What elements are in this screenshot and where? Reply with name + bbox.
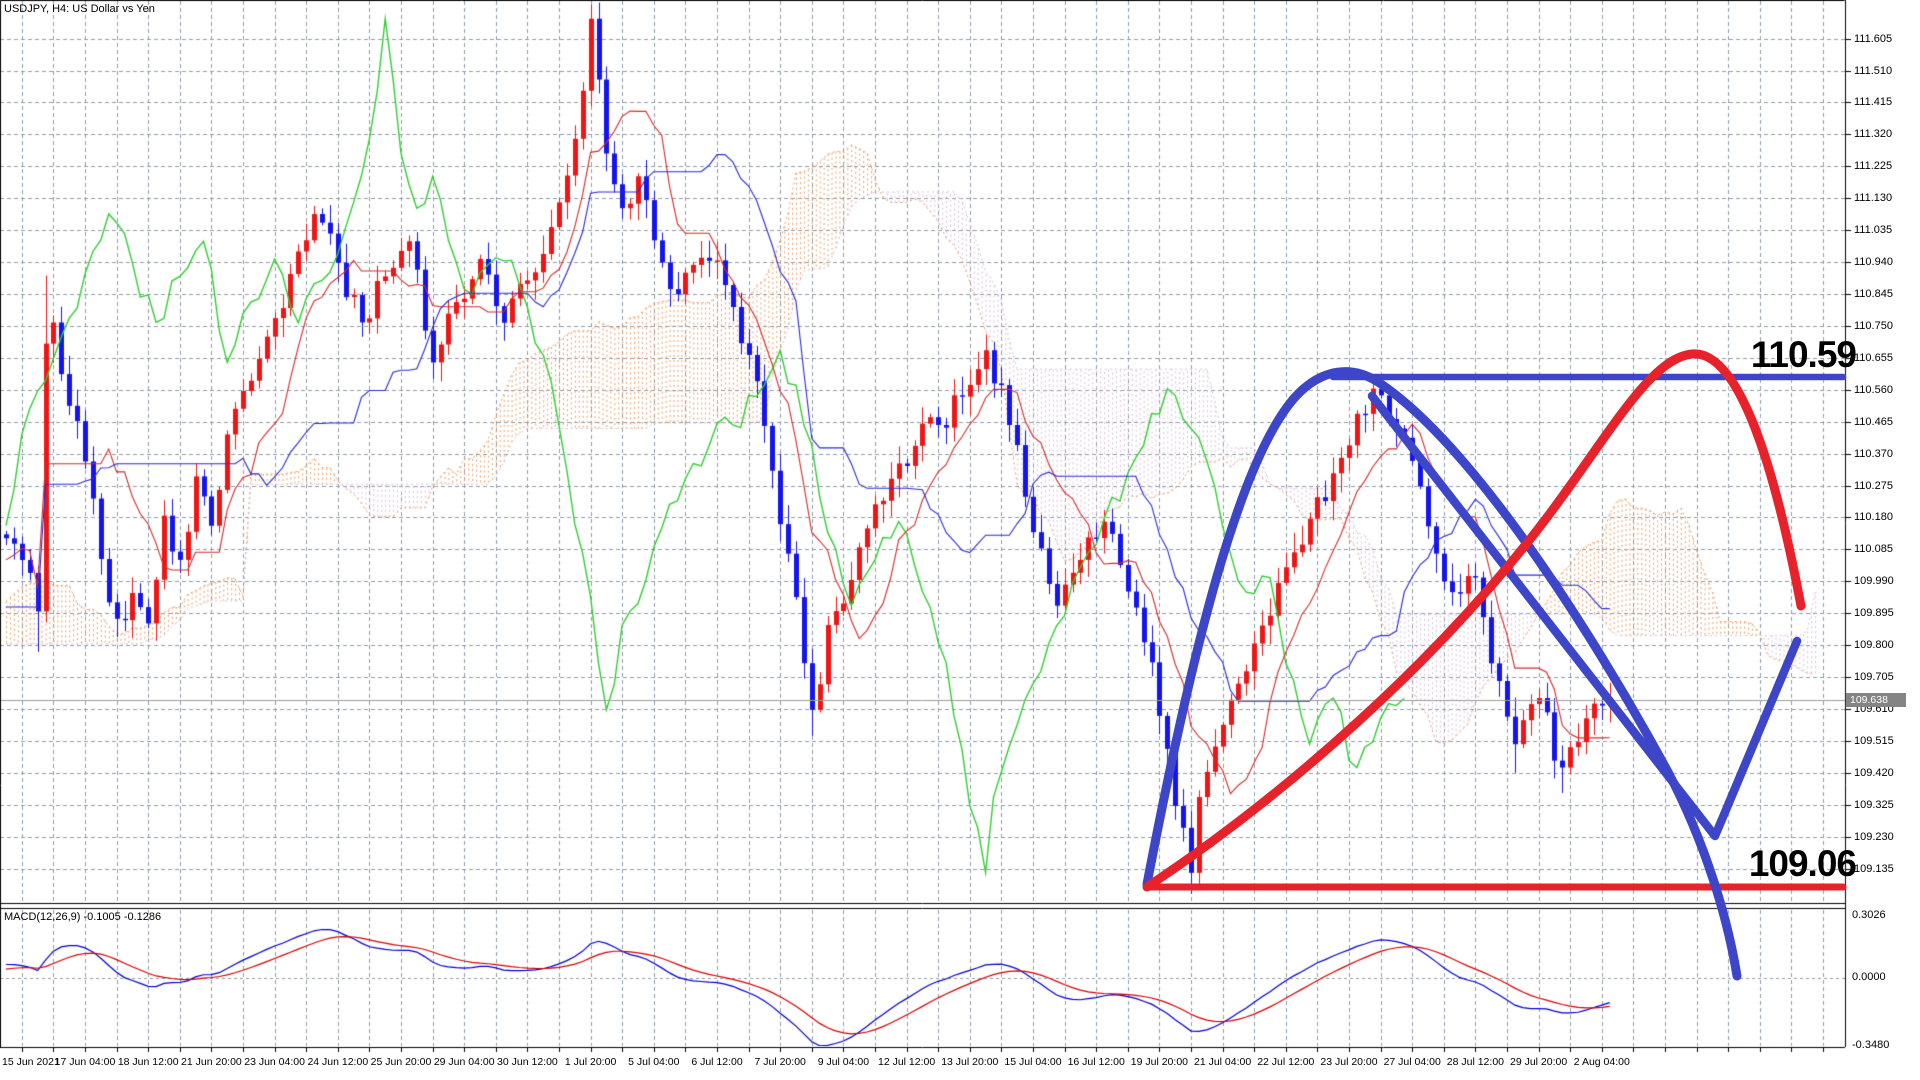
price-tick-label: 110.180 [1854,511,1893,524]
price-tick-label: 111.605 [1854,32,1893,45]
price-tick-label: 110.465 [1854,415,1893,428]
time-tick-label: 27 Jul 04:00 [1383,1056,1441,1068]
time-tick-label: 1 Jul 20:00 [564,1056,617,1068]
time-tick-label: 21 Jul 04:00 [1193,1056,1252,1068]
resistance-price-label[interactable]: 110.59 [1750,334,1857,375]
time-tick-label: 5 Jul 04:00 [628,1056,680,1068]
price-tick-label: 111.035 [1854,224,1893,237]
price-tick-label: 110.655 [1854,351,1893,364]
price-tick-label: 110.275 [1854,479,1893,492]
macd-tick-label: -0.3480 [1852,1039,1890,1051]
time-tick-label: 13 Jul 20:00 [941,1056,999,1068]
price-tick-label: 109.705 [1854,671,1894,684]
price-tick-label: 110.085 [1854,543,1893,556]
time-tick-label: 30 Jun 12:00 [497,1056,558,1068]
time-tick-label: 6 Jul 12:00 [691,1056,743,1068]
price-tick-label: 110.940 [1854,256,1893,269]
support-price-label[interactable]: 109.06 [1748,843,1857,884]
time-tick-label: 23 Jul 20:00 [1320,1056,1378,1068]
price-tick-label: 109.990 [1854,575,1894,588]
price-tick-label: 109.325 [1854,798,1894,811]
price-tick-label: 109.515 [1854,734,1894,747]
price-tick-label: 109.420 [1854,766,1894,779]
price-tick-label: 109.230 [1854,830,1894,843]
time-tick-label: 28 Jul 12:00 [1446,1056,1504,1068]
price-tick-label: 111.415 [1854,96,1893,109]
symbol-title: USDJPY, H4: US Dollar vs Yen [4,3,155,15]
current-price-badge: 109.638 [1846,693,1906,707]
time-tick-label: 7 Jul 20:00 [754,1056,806,1068]
price-tick-label: 111.130 [1854,192,1893,205]
time-tick-label: 15 Jul 04:00 [1004,1056,1062,1068]
time-tick-label: 22 Jul 12:00 [1257,1056,1315,1068]
macd-tick-label: 0.3026 [1852,909,1886,921]
time-tick-label: 12 Jul 12:00 [877,1056,936,1068]
time-tick-label: 25 Jun 20:00 [370,1056,432,1068]
time-tick-label: 16 Jul 12:00 [1067,1056,1125,1068]
price-tick-label: 109.800 [1854,639,1894,652]
time-tick-label: 15 Jun 2021 [2,1056,60,1068]
price-tick-label: 110.845 [1854,288,1893,300]
price-tick-label: 109.135 [1854,862,1894,875]
macd-tick-label: 0.0000 [1852,971,1886,983]
time-tick-label: 2 Aug 04:00 [1573,1056,1630,1068]
price-tick-label: 111.225 [1854,160,1893,173]
price-tick-label: 111.320 [1854,128,1893,141]
price-tick-label: 109.895 [1854,607,1894,620]
time-tick-label: 29 Jul 20:00 [1509,1056,1568,1068]
time-tick-label: 17 Jun 04:00 [54,1056,116,1068]
time-tick-label: 19 Jul 20:00 [1130,1056,1188,1068]
time-tick-label: 23 Jun 04:00 [244,1056,305,1068]
price-tick-label: 110.370 [1854,447,1893,460]
price-tick-label: 110.560 [1854,383,1893,396]
price-tick-label: 111.510 [1854,64,1893,77]
time-tick-label: 9 Jul 04:00 [817,1056,870,1068]
time-tick-label: 24 Jun 12:00 [307,1056,369,1068]
price-tick-label: 110.750 [1854,319,1893,332]
time-tick-label: 29 Jun 04:00 [433,1056,495,1068]
macd-indicator-label: MACD(12,26,9) -0.1005 -0.1286 [4,911,162,923]
time-tick-label: 18 Jun 12:00 [117,1056,179,1068]
time-tick-label: 21 Jun 20:00 [181,1056,242,1068]
